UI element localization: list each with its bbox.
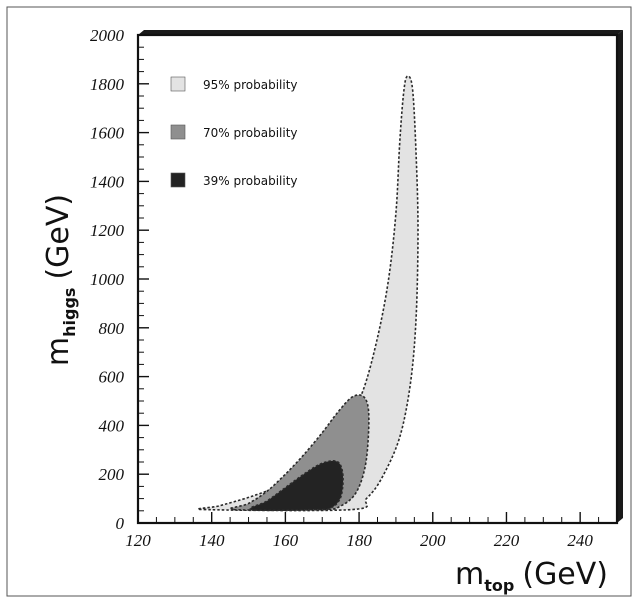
y-tick-label: 1400 [90,172,125,191]
x-tick-label: 160 [273,531,299,550]
x-axis-label: mtop (GeV) [455,557,608,595]
y-tick-label: 1000 [90,270,125,289]
y-tick-label: 200 [99,465,125,484]
y-tick-label: 1200 [90,221,125,240]
x-tick-label: 240 [567,531,593,550]
y-tick-label: 1600 [90,124,125,143]
y-tick-label: 1800 [90,75,125,94]
y-axis-label: mhiggs(GeV) [41,194,79,366]
legend-label: 70% probability [203,126,298,140]
y-tick-label: 2000 [90,26,125,45]
y-axis-title: mhiggs(GeV) [41,194,79,366]
x-tick-label: 120 [125,531,151,550]
frame-shadow-right [617,30,623,523]
legend-swatch [170,76,186,92]
y-axis-ticks: 0 200 400 600 800 1000 1200 1400 1600 1800 2000 [90,26,149,533]
y-tick-label: 800 [99,319,125,338]
y-tick-label: 400 [99,416,125,435]
x-axis-ticks: 120 140 160 180 200 220 240 [125,512,618,550]
legend: 95% probability 70% probability 39% probab… [170,76,298,188]
frame-shadow-top [138,30,623,35]
legend-swatch [170,172,186,188]
legend-label: 95% probability [203,78,298,92]
y-tick-label: 0 [116,514,125,533]
probability-regions [197,75,419,512]
legend-swatch [170,124,186,140]
region-3 [249,460,344,512]
x-axis-title: mtop (GeV) [455,557,608,595]
y-tick-label: 600 [99,368,125,387]
x-tick-label: 140 [199,531,225,550]
x-tick-label: 200 [420,531,446,550]
x-tick-label: 180 [346,531,372,550]
legend-label: 39% probability [203,174,298,188]
x-tick-label: 220 [494,531,520,550]
